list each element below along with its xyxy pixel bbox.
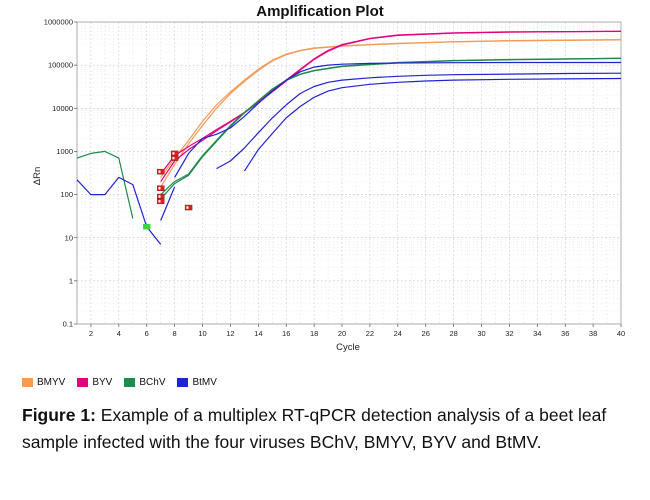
plot-markers (143, 150, 193, 230)
x-tick-label: 24 (394, 329, 402, 338)
x-tick-label: 38 (589, 329, 597, 338)
legend-label-bmyv: BMYV (37, 377, 66, 388)
series-curve-bmyv (160, 39, 622, 188)
legend-item-btmv: BtMV (177, 377, 217, 388)
y-tick-label: 1000000 (44, 18, 73, 27)
series-curve-btmv (243, 77, 622, 172)
x-tick-label: 28 (449, 329, 457, 338)
ct-marker (156, 168, 165, 175)
legend-item-bchv: BChV (124, 377, 165, 388)
legend-item-bmyv: BMYV (22, 377, 65, 388)
legend-label-bchv: BChV (139, 377, 166, 388)
y-tick-label: 100 (60, 190, 73, 199)
x-tick-label: 32 (505, 329, 513, 338)
x-tick-label: 36 (561, 329, 569, 338)
x-tick-label: 12 (226, 329, 234, 338)
y-tick-label: 1 (69, 276, 73, 285)
x-tick-label: 6 (145, 329, 149, 338)
x-tick-label: 2 (89, 329, 93, 338)
x-axis: 2 4 6 8 10 12 14 16 18 20 22 24 26 28 30 32 34 36 38 40 (89, 324, 625, 338)
x-axis-label: Cycle (336, 342, 360, 353)
ct-marker (143, 224, 151, 230)
amplification-plot: Amplification Plot 0.1110100100010000100… (32, 3, 625, 353)
series-curve-byv (160, 30, 622, 175)
ct-marker (184, 204, 193, 211)
chart-title: Amplification Plot (256, 3, 384, 20)
legend-item-byv: BYV (77, 377, 112, 388)
y-axis: 0.1 1 10 100 1000 10000 100000 1000000 (44, 18, 77, 329)
ct-marker (156, 185, 165, 191)
ct-marker-highlight (172, 152, 175, 155)
series-curve-btmv (160, 186, 176, 221)
x-tick-label: 10 (198, 329, 206, 338)
x-tick-label: 14 (254, 329, 262, 338)
ct-marker (170, 150, 179, 157)
series-curve-bchv (76, 150, 134, 219)
legend-swatch-btmv (177, 378, 189, 387)
ct-marker-highlight (186, 206, 189, 209)
x-tick-label: 22 (366, 329, 374, 338)
x-tick-label: 30 (477, 329, 485, 338)
chart-legend: BMYV BYV BChV BtMV (22, 377, 217, 388)
x-tick-label: 26 (422, 329, 430, 338)
x-tick-label: 40 (617, 329, 625, 338)
ct-marker (156, 198, 165, 204)
y-tick-label: 1000 (56, 147, 73, 156)
y-tick-label: 10 (65, 233, 73, 242)
ct-marker-highlight (158, 170, 161, 173)
x-tick-label: 16 (282, 329, 290, 338)
x-tick-label: 20 (338, 329, 346, 338)
caption-text: Example of a multiplex RT-qPCR detection… (22, 405, 607, 452)
x-tick-label: 4 (117, 329, 121, 338)
plot-grid (77, 22, 621, 325)
legend-swatch-byv (77, 378, 89, 387)
ct-marker-highlight (158, 195, 161, 198)
ct-marker (156, 193, 165, 200)
legend-label-btmv: BtMV (192, 377, 217, 388)
x-tick-label: 34 (533, 329, 541, 338)
plot-curves (76, 30, 622, 245)
y-tick-label: 10000 (52, 104, 73, 113)
x-tick-label: 8 (173, 329, 177, 338)
ct-marker-highlight (172, 156, 175, 160)
series-curve-btmv (216, 72, 622, 170)
y-axis-label: ΔRn (32, 167, 43, 186)
series-curve-btmv (174, 61, 621, 178)
legend-swatch-bmyv (22, 378, 33, 387)
caption-lead: Figure 1: (22, 405, 96, 425)
ct-marker-highlight (158, 187, 161, 190)
ct-marker-highlight (158, 200, 161, 203)
legend-swatch-bchv (124, 378, 136, 387)
y-tick-label: 0.1 (63, 320, 73, 329)
y-tick-label: 100000 (48, 61, 73, 70)
ct-marker (170, 155, 179, 161)
plot-frame (76, 21, 622, 325)
x-tick-label: 18 (310, 329, 318, 338)
series-curve-byv (160, 30, 622, 182)
legend-label-byv: BYV (92, 377, 113, 388)
figure-caption: Figure 1: Example of a multiplex RT-qPCR… (22, 402, 632, 456)
